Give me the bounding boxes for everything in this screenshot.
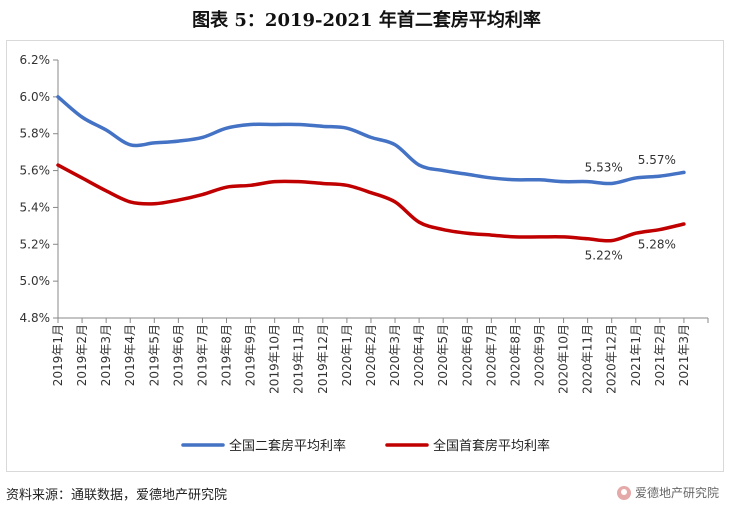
legend-label: 全国二套房平均利率: [229, 438, 346, 454]
x-tick-label: 2019年10月: [268, 324, 282, 394]
x-tick-label: 2021年3月: [677, 324, 691, 386]
page-title: 图表 5：2019-2021 年首二套房平均利率: [192, 10, 541, 31]
x-tick-label: 2019年7月: [195, 324, 209, 386]
brand-name: 爱德地产研究院: [634, 486, 719, 500]
data-label: 5.53%: [585, 160, 623, 174]
x-tick-label: 2019年8月: [220, 324, 234, 386]
x-tick-label: 2019年4月: [123, 324, 137, 386]
x-tick-label: 2020年1月: [340, 324, 354, 386]
x-tick-label: 2019年5月: [147, 324, 161, 386]
y-tick-label: 6.2%: [20, 53, 51, 67]
line-chart: 4.8% 5.0% 5.2% 5.4% 5.6% 5.8% 6.0% 6.2% 2019年1月 2…: [20, 53, 709, 454]
x-tick-label: 2019年11月: [292, 324, 306, 394]
data-label: 5.28%: [638, 238, 676, 252]
y-tick-label: 5.8%: [20, 127, 51, 141]
x-tick-label: 2020年2月: [364, 324, 378, 386]
brand-watermark: 爱德地产研究院: [616, 484, 719, 501]
x-tick-label: 2019年6月: [171, 324, 185, 386]
x-tick-label: 2020年10月: [557, 324, 571, 394]
x-tick-label: 2020年12月: [605, 324, 619, 394]
chart-frame: 4.8% 5.0% 5.2% 5.4% 5.6% 5.8% 6.0% 6.2% 2019年1月 2…: [6, 40, 724, 472]
data-label: 5.57%: [638, 153, 676, 167]
x-tick-label: 2020年8月: [508, 324, 522, 386]
x-tick-label: 2020年3月: [388, 324, 402, 386]
series-line-first-home: [56, 163, 686, 243]
x-tick-label: 2020年6月: [460, 324, 474, 386]
x-tick-label: 2021年2月: [653, 324, 667, 386]
x-tick-label: 2020年11月: [581, 324, 595, 394]
y-tick-label: 6.0%: [20, 90, 51, 104]
x-tick-label: 2019年12月: [316, 324, 330, 394]
y-tick-label: 5.0%: [20, 274, 51, 288]
x-tick-label: 2019年1月: [51, 324, 65, 386]
series-line-second-home: [56, 95, 686, 186]
y-tick-label: 5.2%: [20, 237, 51, 251]
x-tick-label: 2021年1月: [629, 324, 643, 386]
source-note: 资料来源：通联数据，爱德地产研究院: [6, 488, 228, 503]
y-tick-label: 5.6%: [20, 164, 51, 178]
x-tick-label: 2020年4月: [412, 324, 426, 386]
x-tick-label: 2020年5月: [436, 324, 450, 386]
x-tick-label: 2019年9月: [244, 324, 258, 386]
y-tick-label: 4.8%: [20, 311, 51, 325]
x-tick-label: 2020年9月: [532, 324, 546, 386]
legend-label: 全国首套房平均利率: [433, 438, 550, 454]
x-tick-label: 2019年2月: [75, 324, 89, 386]
data-label: 5.22%: [585, 249, 623, 263]
x-tick-label: 2020年7月: [484, 324, 498, 386]
x-tick-label: 2019年3月: [99, 324, 113, 386]
y-tick-label: 5.4%: [20, 200, 51, 214]
brand-logo-icon: [616, 485, 631, 500]
